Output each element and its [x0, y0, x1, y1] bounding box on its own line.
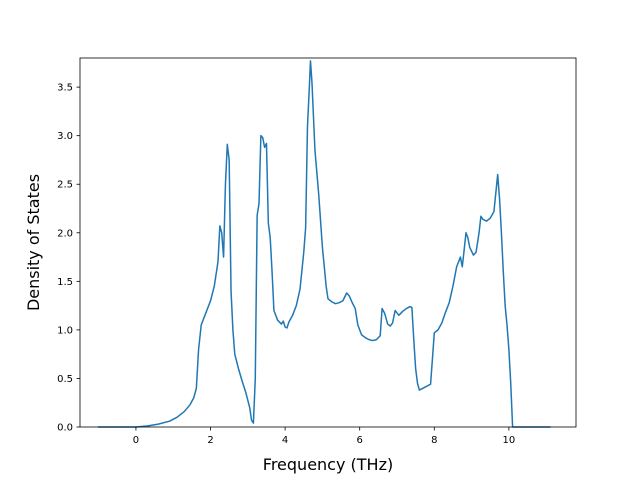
y-tick-label: 2.0 [57, 228, 73, 239]
y-tick-label: 2.5 [57, 180, 73, 191]
x-tick-label: 10 [503, 435, 516, 446]
y-tick-label: 3.5 [57, 83, 73, 94]
y-tick-label: 1.5 [57, 277, 73, 288]
y-axis-ticks: 0.0 0.5 1.0 1.5 2.0 2.5 3.0 3.5 [57, 83, 80, 434]
x-tick-label: 2 [207, 435, 213, 446]
y-tick-label: 1.0 [57, 325, 73, 336]
x-axis-ticks: 0 2 4 6 8 10 [133, 427, 515, 446]
x-axis-label: Frequency (THz) [263, 455, 393, 474]
x-tick-label: 4 [282, 435, 288, 446]
y-tick-label: 3.0 [57, 131, 73, 142]
x-tick-label: 6 [357, 435, 363, 446]
y-tick-label: 0.0 [57, 423, 73, 434]
series-line [97, 60, 551, 428]
plot-area [80, 58, 576, 427]
x-tick-label: 8 [431, 435, 437, 446]
y-axis-label: Density of States [24, 174, 43, 311]
x-tick-label: 0 [133, 435, 139, 446]
y-tick-label: 0.5 [57, 374, 73, 385]
axes-frame [79, 57, 577, 428]
